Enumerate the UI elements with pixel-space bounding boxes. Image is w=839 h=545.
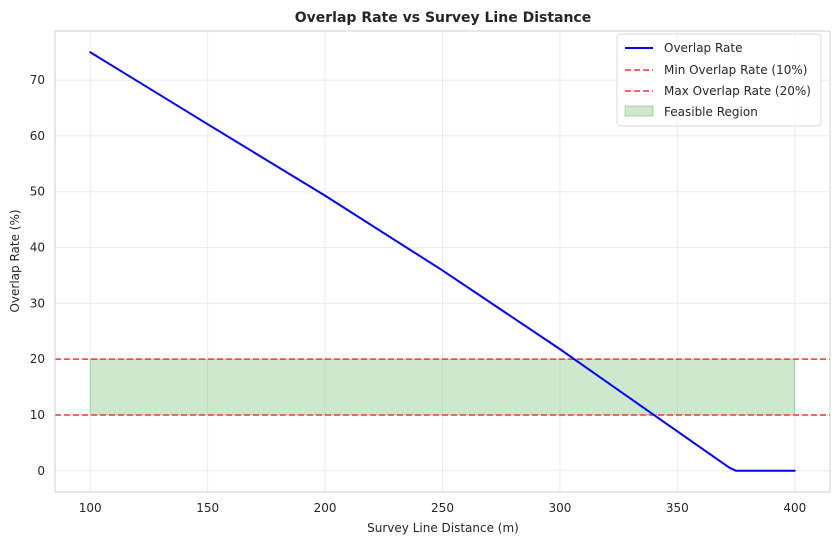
y-tick-label: 10 [30,408,45,422]
plot-frame [54,30,831,493]
y-tick-label: 50 [30,185,45,199]
legend-label-max-overlap: Max Overlap Rate (20%) [664,84,811,98]
y-axis-label: Overlap Rate (%) [8,209,22,312]
y-tick-label: 20 [30,352,45,366]
legend-label-min-overlap: Min Overlap Rate (10%) [664,63,807,77]
x-tick-label: 300 [548,501,571,515]
y-tick-label: 70 [30,73,45,87]
feasible-region-layer [89,358,796,416]
x-tick-label: 150 [196,501,219,515]
y-axis-ticks: 0 10 20 30 40 50 60 70 [30,73,45,478]
legend-label-overlap-rate: Overlap Rate [664,41,743,55]
legend: Overlap Rate Min Overlap Rate (10%) Max … [616,33,822,127]
feasible-region-band [89,358,796,416]
threshold-lines-layer [55,358,830,416]
y-tick-label: 0 [37,464,45,478]
chart-title: Overlap Rate vs Survey Line Distance [295,10,591,26]
x-axis-ticks: 100 150 200 250 300 350 400 [79,501,806,515]
overlap-line-layer [89,51,796,472]
x-tick-label: 200 [314,501,337,515]
legend-label-feasible-region: Feasible Region [664,105,758,119]
x-tick-label: 100 [79,501,102,515]
x-tick-label: 250 [431,501,454,515]
y-tick-label: 60 [30,129,45,143]
legend-box [616,33,822,127]
legend-swatch-feasible-region [624,105,654,117]
x-axis-label: Survey Line Distance (m) [367,521,519,535]
overlap-rate-line [89,51,796,472]
y-tick-label: 40 [30,241,45,255]
y-tick-label: 30 [30,296,45,310]
x-tick-label: 400 [783,501,806,515]
x-tick-label: 350 [666,501,689,515]
